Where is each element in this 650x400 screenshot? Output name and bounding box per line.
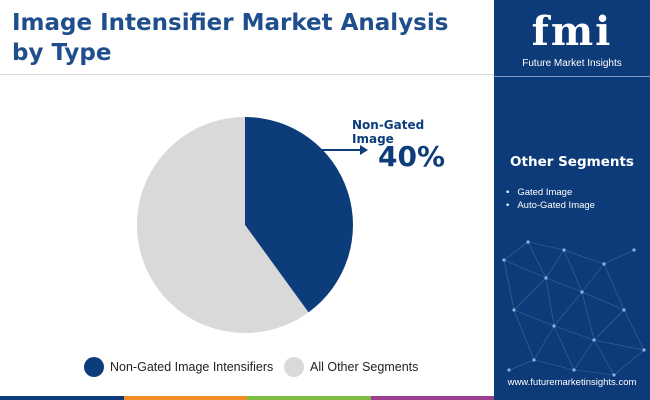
- pie-chart: [136, 117, 353, 333]
- legend-swatch: [284, 357, 304, 377]
- callout-value: 40%: [378, 140, 446, 173]
- bar-segment: [123, 396, 247, 400]
- other-segments-title: Other Segments: [510, 154, 634, 170]
- callout-label: Non-Gated Image: [352, 118, 425, 146]
- other-segments-list: Gated Image Auto-Gated Image: [506, 186, 595, 212]
- bar-segment: [370, 396, 494, 400]
- bar-segment: [0, 396, 124, 400]
- panel-divider: [494, 76, 650, 77]
- website-url: www.futuremarketinsights.com: [507, 377, 637, 388]
- callout-arrow-icon: [322, 145, 368, 155]
- fmi-logo: fmi Future Market Insights: [494, 0, 650, 78]
- list-item: Auto-Gated Image: [506, 199, 595, 212]
- legend-swatch: [84, 357, 104, 377]
- pie-slice-other: [136, 117, 309, 333]
- bottom-color-bar: [0, 396, 494, 400]
- pie-slice-non-gated: [245, 117, 353, 313]
- chart-title: Image Intensifier Market Analysis by Typ…: [12, 10, 449, 66]
- legend-item-other: All Other Segments: [284, 356, 418, 378]
- logo-mark: fmi: [531, 8, 613, 55]
- logo-text: Future Market Insights: [522, 58, 622, 69]
- legend-label: All Other Segments: [310, 360, 419, 374]
- right-panel: fmi Future Market Insights Other Segment…: [494, 0, 650, 400]
- list-item: Gated Image: [506, 186, 595, 199]
- title-divider: [0, 74, 494, 75]
- network-pattern-icon: [502, 240, 646, 377]
- legend-label: Non-Gated Image Intensifiers: [110, 360, 274, 374]
- legend-item-non-gated: Non-Gated Image Intensifiers: [84, 356, 273, 378]
- bar-segment: [247, 396, 371, 400]
